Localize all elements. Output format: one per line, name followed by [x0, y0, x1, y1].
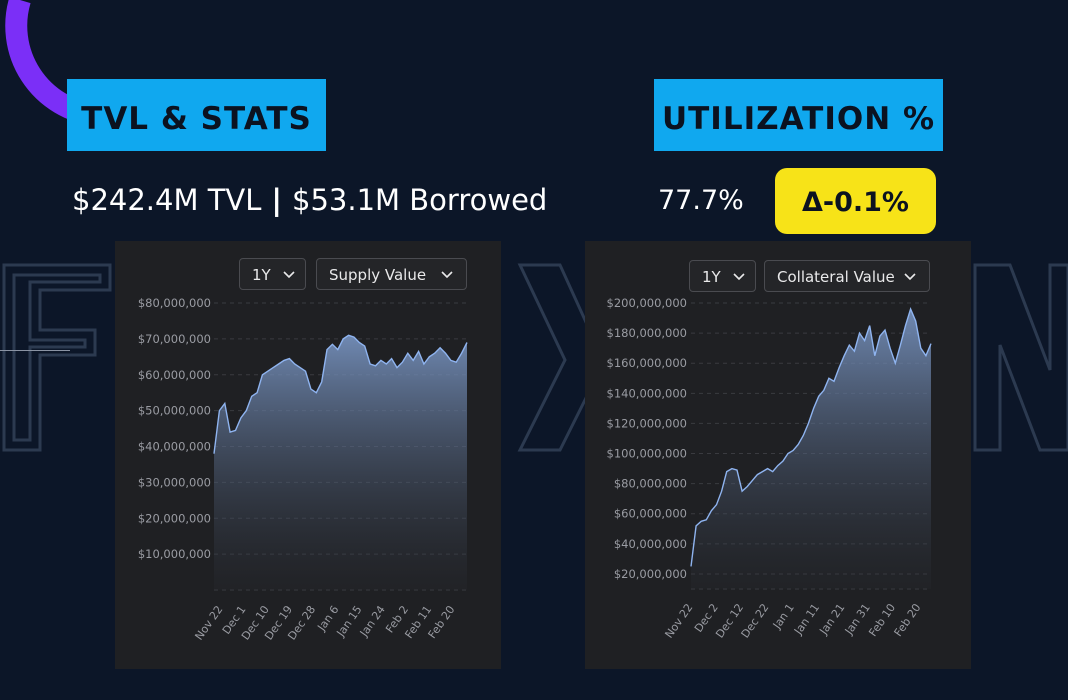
borrowed-value: $53.1M Borrowed: [292, 183, 548, 217]
series-area: [691, 309, 931, 589]
supply-value-chart: $10,000,000 $20,000,000 $30,000,000 $40,000…: [138, 296, 468, 643]
tvl-stats-line: $242.4M TVL | $53.1M Borrowed: [72, 183, 547, 217]
x-tick-label: Feb 20: [892, 601, 924, 639]
y-tick-label: $10,000,000: [138, 547, 211, 561]
y-tick-label: $180,000,000: [607, 326, 687, 340]
tvl-value: $242.4M TVL: [72, 183, 262, 217]
period-select-right-value: 1Y: [702, 268, 721, 286]
tvl-stats-heading: TVL & STATS: [67, 79, 326, 151]
x-tick-label: Jan 11: [791, 601, 822, 637]
y-tick-label: $40,000,000: [138, 440, 211, 454]
utilization-heading: UTILIZATION %: [654, 79, 943, 151]
x-tick-label: Nov 22: [662, 601, 695, 640]
collateral-value-chart-panel: $20,000,000 $40,000,000 $60,000,000 $80,000…: [585, 241, 971, 669]
metric-select-right-value: Collateral Value: [777, 268, 895, 286]
x-tick-label: Jan 21: [816, 601, 847, 637]
stats-separator: |: [271, 183, 283, 217]
chevron-down-icon: [904, 273, 916, 281]
period-select-left-value: 1Y: [252, 266, 271, 284]
series-line: [690, 306, 932, 567]
y-tick-label: $160,000,000: [607, 356, 687, 370]
metric-select-left-value: Supply Value: [329, 266, 427, 284]
chevron-down-icon: [441, 271, 453, 279]
period-select-right[interactable]: 1Y: [689, 260, 756, 292]
y-tick-label: $60,000,000: [138, 368, 211, 382]
divider-line: [0, 350, 70, 351]
series-line: [213, 334, 468, 454]
y-tick-label: $70,000,000: [138, 332, 211, 346]
chevron-down-icon: [733, 273, 745, 281]
y-tick-label: $20,000,000: [614, 567, 687, 581]
period-select-left[interactable]: 1Y: [239, 258, 306, 290]
series-area: [214, 335, 467, 590]
y-tick-label: $80,000,000: [138, 296, 211, 310]
metric-select-left[interactable]: Supply Value: [316, 258, 467, 290]
y-tick-label: $80,000,000: [614, 477, 687, 491]
y-tick-label: $50,000,000: [138, 404, 211, 418]
y-tick-label: $200,000,000: [607, 296, 687, 310]
metric-select-right[interactable]: Collateral Value: [764, 260, 930, 292]
y-tick-label: $30,000,000: [138, 475, 211, 489]
supply-value-chart-panel: $10,000,000 $20,000,000 $30,000,000 $40,000…: [115, 241, 501, 669]
utilization-delta-badge: Δ-0.1%: [775, 168, 936, 234]
utilization-value: 77.7%: [658, 185, 744, 216]
y-tick-label: $100,000,000: [607, 447, 687, 461]
y-tick-label: $60,000,000: [614, 507, 687, 521]
x-tick-label: Nov 22: [192, 603, 225, 642]
y-tick-label: $140,000,000: [607, 386, 687, 400]
y-tick-label: $120,000,000: [607, 416, 687, 430]
y-tick-label: $20,000,000: [138, 511, 211, 525]
chevron-down-icon: [283, 271, 295, 279]
y-tick-label: $40,000,000: [614, 537, 687, 551]
collateral-value-chart: $20,000,000 $40,000,000 $60,000,000 $80,000…: [607, 296, 932, 641]
